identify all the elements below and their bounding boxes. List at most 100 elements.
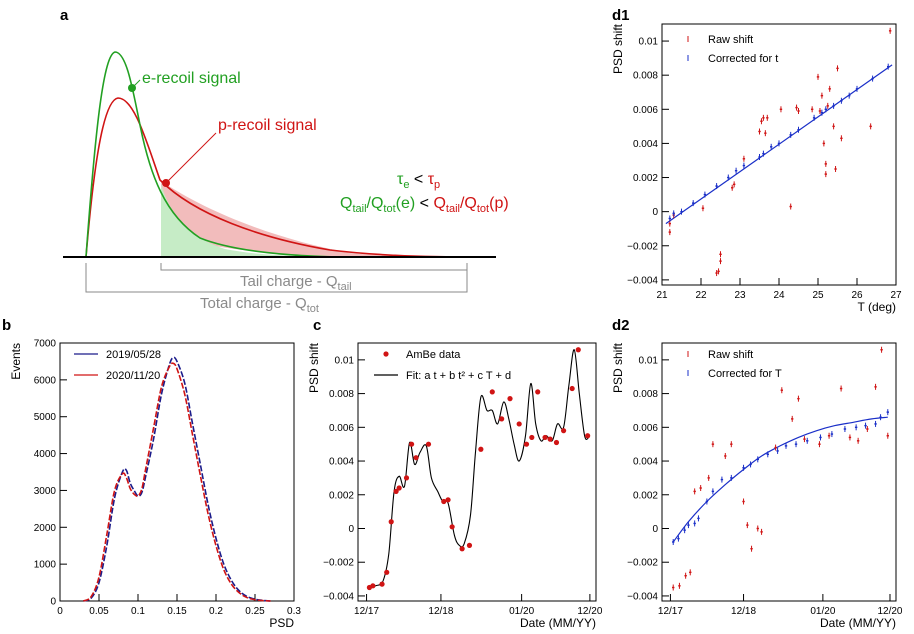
legend-label: Corrected for T — [708, 368, 782, 380]
chart-b: 0 0.05 0.1 0.15 0.2 0.25 0.3 0 1000 2000 3000 4000 5… — [9, 339, 301, 631]
x-tick-label: 01/20 — [509, 606, 534, 617]
data-point — [529, 434, 535, 441]
y-tick-label: 0.002 — [633, 490, 658, 501]
data-point — [403, 475, 410, 481]
data-point — [553, 439, 560, 446]
e-recoil-curve — [85, 51, 410, 258]
data-point — [413, 455, 419, 461]
x-tick-label: 12/17 — [354, 606, 379, 617]
x-axis-label: T (deg) — [858, 300, 896, 314]
data-point — [585, 433, 591, 439]
chart-c: 12/17 12/18 01/20 12/20 −0.004 −0.002 0 0.002 0.… — [307, 342, 603, 630]
y-tick-label: 0.002 — [633, 173, 658, 184]
panel-a: a e-recoil signal p-recoil signal τe < τ… — [60, 7, 509, 315]
tail-charge-bracket — [160, 263, 468, 271]
y-tick-label: −0.002 — [627, 241, 658, 252]
plot-frame — [59, 342, 295, 602]
legend-marker — [383, 351, 389, 357]
total-charge-label: Total charge - Qtot — [200, 295, 319, 315]
legend-label: 2020/11/20 — [106, 370, 160, 382]
x-tick-label: 26 — [851, 290, 863, 301]
x-tick-label: 0.25 — [245, 606, 265, 617]
tail-fill-red — [161, 181, 470, 257]
data-point — [459, 546, 465, 552]
x-tick-label: 22 — [695, 290, 707, 301]
data-point — [425, 441, 432, 447]
x-axis-label: Date (MM/YY) — [820, 616, 896, 630]
e-recoil-label: e-recoil signal — [142, 70, 241, 87]
x-tick-label: 0.15 — [167, 606, 187, 617]
x-tick-label: 21 — [656, 290, 668, 301]
data-point — [575, 347, 581, 353]
legend-label: AmBe data — [406, 349, 461, 361]
series-line — [83, 362, 271, 602]
data-point — [569, 385, 575, 392]
y-tick-label: 5000 — [34, 412, 57, 423]
y-tick-label: 0 — [652, 524, 658, 535]
data-point — [542, 434, 548, 441]
panel-d1-label: d1 — [612, 7, 630, 24]
panel-a-label: a — [60, 7, 69, 24]
data-point — [516, 421, 522, 427]
data-point — [561, 428, 567, 434]
x-tick-label: 12/18 — [428, 606, 453, 617]
x-tick-label: 25 — [812, 290, 824, 301]
data-point — [535, 389, 541, 395]
y-tick-label: 0.006 — [329, 423, 354, 434]
y-tick-label: 0.006 — [633, 423, 658, 434]
data-point — [384, 569, 390, 575]
legend-label: Raw shift — [708, 34, 753, 46]
data-point — [441, 498, 447, 505]
y-tick-label: 0.008 — [633, 71, 658, 82]
x-tick-label: 24 — [773, 290, 785, 301]
y-tick-label: 0.004 — [329, 457, 354, 468]
legend-label: Corrected for t — [708, 53, 778, 65]
x-tick-label: 12/17 — [658, 606, 683, 617]
fit-line — [672, 416, 888, 543]
y-tick-label: −0.004 — [323, 591, 354, 602]
panel-b-label: b — [2, 317, 11, 334]
y-tick-label: 0.01 — [639, 37, 659, 48]
chart-d1: 21 22 23 24 25 26 27 −0.004 −0.002 0 0.002 0.004 0.0… — [611, 23, 902, 314]
x-tick-label: 12/20 — [577, 606, 602, 617]
data-point — [499, 416, 505, 422]
y-tick-label: −0.004 — [627, 591, 658, 602]
data-point — [408, 441, 415, 447]
data-point — [396, 485, 402, 491]
plot-frame — [661, 342, 897, 602]
y-tick-label: 7000 — [34, 339, 57, 350]
x-tick-label: 27 — [890, 290, 902, 301]
x-tick-label: 12/20 — [877, 606, 902, 617]
panel-c-label: c — [313, 317, 321, 334]
x-tick-label: 0.05 — [89, 606, 109, 617]
y-tick-label: 4000 — [34, 449, 57, 460]
p-recoil-curve — [85, 97, 469, 258]
data-point — [393, 488, 399, 494]
y-tick-label: 0 — [348, 524, 354, 535]
y-axis-label: Events — [9, 343, 23, 380]
y-tick-label: 3000 — [34, 486, 57, 497]
x-axis-label: Date (MM/YY) — [520, 616, 596, 630]
tau-relation: τe < τp — [397, 171, 440, 191]
y-tick-label: 0 — [652, 207, 658, 218]
y-axis-label: PSD shift — [611, 342, 625, 393]
legend-label: 2019/05/28 — [106, 349, 161, 361]
y-tick-label: 0.01 — [639, 355, 659, 366]
tail-fill-green — [161, 184, 360, 257]
y-tick-label: 0.008 — [633, 389, 658, 400]
y-tick-label: 0.002 — [329, 490, 354, 501]
y-tick-label: −0.002 — [323, 558, 354, 569]
q-relation: Qtail/Qtot(e) < Qtail/Qtot(p) — [340, 195, 509, 215]
series-line — [83, 356, 271, 602]
tail-charge-label: Tail charge - Qtail — [240, 273, 352, 293]
data-point — [507, 396, 513, 402]
plot-frame — [357, 342, 597, 602]
data-point — [478, 446, 484, 452]
data-point — [388, 519, 394, 525]
panel-d2-label: d2 — [612, 317, 630, 334]
x-tick-label: 01/20 — [810, 606, 835, 617]
legend-label: Raw shift — [708, 349, 753, 361]
x-tick-label: 0 — [57, 606, 63, 617]
data-point — [547, 436, 553, 442]
